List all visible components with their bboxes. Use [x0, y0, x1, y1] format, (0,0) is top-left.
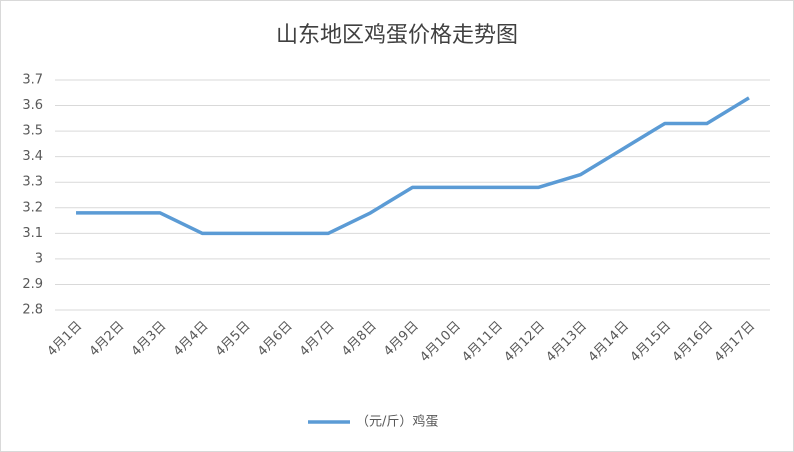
y-tick-label: 3.5 — [22, 124, 43, 139]
y-tick-label: 2.8 — [22, 303, 43, 318]
y-tick-label: 2.9 — [22, 277, 43, 292]
y-tick-label: 3.2 — [22, 200, 43, 215]
y-tick-label: 3.4 — [22, 149, 43, 164]
y-tick-label: 3.7 — [22, 73, 43, 88]
chart-title: 山东地区鸡蛋价格走势图 — [276, 23, 518, 48]
y-tick-label: 3.3 — [22, 175, 43, 190]
y-tick-label: 3.6 — [22, 98, 43, 113]
y-tick-label: 3.1 — [22, 226, 43, 241]
legend-label: （元/斤）鸡蛋 — [356, 414, 438, 430]
line-series — [76, 96, 750, 236]
y-tick-label: 3 — [35, 251, 43, 266]
